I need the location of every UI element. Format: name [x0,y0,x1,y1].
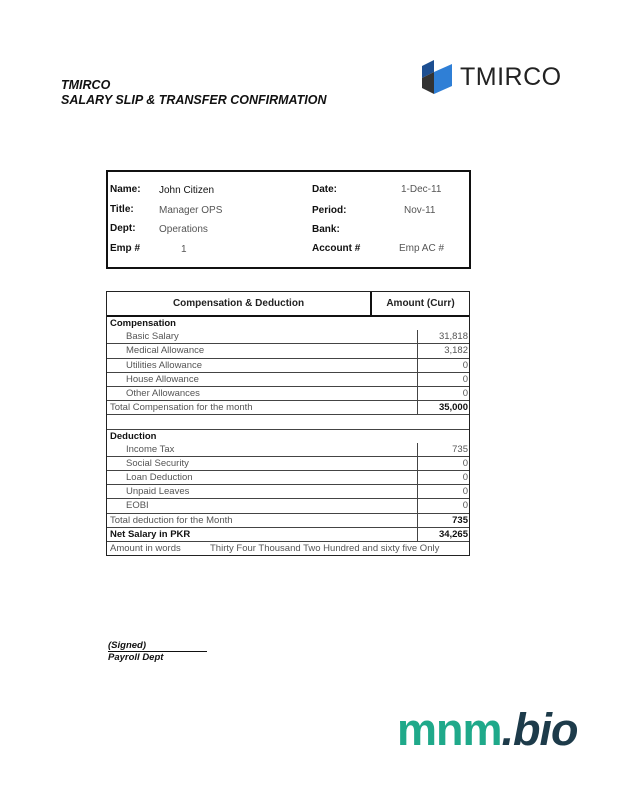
item-amount: 0 [417,499,469,513]
table-row: Unpaid Leaves 0 [107,485,469,500]
dept-label: Dept: [110,223,136,234]
pay-period: Nov-11 [404,205,436,216]
item-amount: 3,182 [417,344,469,358]
item-label: EOBI [126,500,149,512]
net-salary-row: Net Salary in PKR 34,265 [107,527,469,542]
logo-text: TMIRCO [460,62,562,91]
item-label: Income Tax [126,443,175,455]
item-label: Medical Allowance [126,345,205,357]
employee-dept: Operations [159,224,208,235]
item-label: Social Security [126,457,189,469]
compensation-heading: Compensation [110,318,176,329]
item-label: Loan Deduction [126,472,193,484]
signed-text: (Signed) [108,640,207,652]
payroll-dept: Payroll Dept [108,652,164,663]
amount-in-words-row: Amount in words Thirty Four Thousand Two … [110,543,440,554]
table-row: Income Tax 735 [107,442,469,457]
item-label: House Allowance [126,373,199,385]
name-label: Name: [110,184,141,195]
table-row: Basic Salary 31,818 [107,330,469,345]
account-number: Emp AC # [399,243,445,254]
cube-logo-icon [422,60,452,94]
account-label: Account # [312,243,361,254]
total-deduction-row: Total deduction for the Month 735 [107,513,469,528]
employee-name: John Citizen [159,185,215,196]
company-name: TMIRCO [61,78,111,92]
item-amount: 0 [417,471,469,485]
signature-block: (Signed) Payroll Dept [108,640,207,663]
slip-date: 1-Dec-11 [401,184,442,195]
table-row: Utilities Allowance 0 [107,358,469,373]
blank-row [107,415,469,428]
period-label: Period: [312,205,347,216]
employee-number: 1 [181,244,187,255]
item-amount: 0 [417,386,469,401]
col-description: Compensation & Deduction [107,292,372,315]
item-label: Other Allowances [126,387,200,399]
table-row: Other Allowances 0 [107,386,469,402]
table-header: Compensation & Deduction Amount (Curr) [107,292,469,317]
col-amount: Amount (Curr) [386,298,455,309]
employee-info-box: Name: John Citizen Title: Manager OPS De… [106,170,471,269]
deduction-heading: Deduction [107,428,469,443]
item-amount: 735 [417,442,469,456]
company-logo: TMIRCO [420,58,562,96]
title-label: Title: [110,204,134,215]
table-row: House Allowance 0 [107,372,469,387]
employee-title: Manager OPS [159,205,223,216]
compensation-table: Compensation & Deduction Amount (Curr) C… [106,291,470,557]
item-amount: 0 [417,358,469,372]
document-header: TMIRCO SALARY SLIP & TRANSFER CONFIRMATI… [61,78,327,108]
total-compensation-row: Total Compensation for the month 35,000 [107,401,469,416]
emp-label: Emp # [110,243,141,254]
watermark-logo: mnm.bio [397,704,578,755]
item-label: Basic Salary [126,331,179,343]
item-label: Utilities Allowance [126,359,203,371]
table-row: Medical Allowance 3,182 [107,344,469,359]
item-label: Unpaid Leaves [126,486,190,498]
document-title: SALARY SLIP & TRANSFER CONFIRMATION [61,93,327,107]
item-amount: 0 [417,485,469,499]
table-row: EOBI 0 [107,499,469,514]
table-row: Social Security 0 [107,456,469,472]
table-row: Loan Deduction 0 [107,471,469,486]
item-amount: 0 [417,372,469,386]
bank-label: Bank: [312,224,340,235]
item-amount: 31,818 [417,330,469,344]
date-label: Date: [312,184,338,195]
item-amount: 0 [417,456,469,471]
